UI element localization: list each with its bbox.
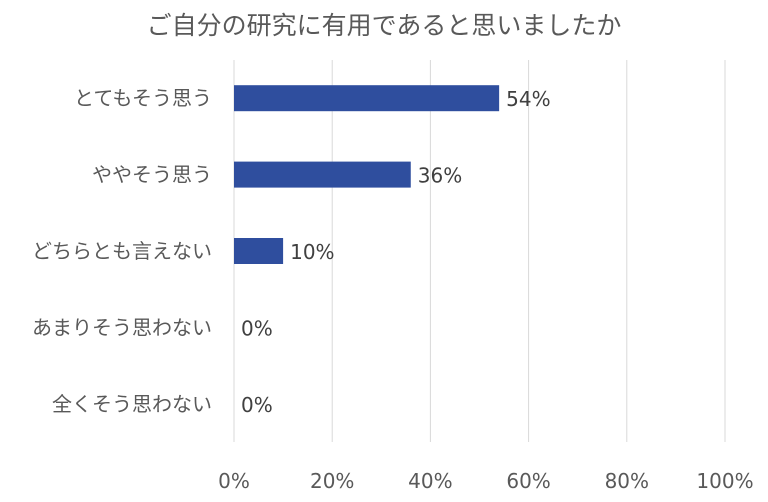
data-label: 36% <box>418 164 462 188</box>
x-tick-label: 100% <box>696 469 753 493</box>
data-label: 0% <box>241 393 273 417</box>
x-tick-label: 40% <box>408 469 452 493</box>
data-label: 0% <box>241 316 273 340</box>
data-label: 10% <box>290 240 334 264</box>
bar <box>234 238 284 264</box>
category-label: 全くそう思わない <box>52 392 212 416</box>
chart-title: ご自分の研究に有用であると思いましたか <box>146 11 622 40</box>
category-label: あまりそう思わない <box>32 315 212 339</box>
category-label: どちらとも言えない <box>32 239 212 263</box>
bar <box>234 161 411 188</box>
data-label: 54% <box>506 87 550 111</box>
category-label: ややそう思う <box>92 163 212 187</box>
x-tick-label: 80% <box>605 469 649 493</box>
x-tick-label: 60% <box>506 469 550 493</box>
x-tick-label: 20% <box>310 469 354 493</box>
category-label: とてもそう思う <box>74 86 212 110</box>
bar <box>234 85 500 112</box>
x-tick-label: 0% <box>218 469 250 493</box>
